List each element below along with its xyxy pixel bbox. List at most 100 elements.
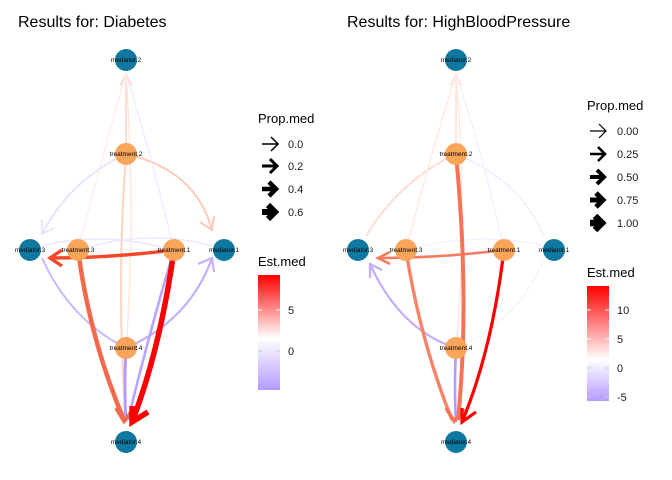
node-treatment-3[interactable]: treatment.3 — [62, 239, 95, 261]
arrow-icon — [590, 123, 607, 139]
edges — [41, 71, 216, 427]
node-treatment-2[interactable]: treatment.2 — [110, 143, 143, 165]
legend-title: Est.med — [258, 254, 306, 269]
edge-treatment-3-to-mediator-1 — [405, 238, 545, 251]
edge-arrowhead — [460, 408, 477, 426]
node-mediator-3[interactable]: mediator.3 — [15, 239, 46, 261]
panel-title: Results for: Diabetes — [18, 14, 167, 31]
edge-arrowhead — [46, 248, 63, 268]
edge-treatment-2-to-mediator-3 — [41, 153, 127, 235]
edge-arrowhead — [368, 262, 383, 278]
colorbar-label: 10 — [617, 305, 629, 317]
node-treatment-1[interactable]: treatment.1 — [158, 239, 191, 261]
node-label: treatment.1 — [158, 247, 191, 254]
edge-treatment-3-to-mediator-1 — [77, 237, 213, 251]
arrow-icon — [262, 136, 280, 152]
edge-arrowhead — [129, 406, 150, 427]
node-label: mediator.1 — [539, 247, 570, 254]
legend-label: 0.25 — [617, 149, 638, 161]
legend-key: 0.00 — [590, 123, 638, 139]
nodes: mediator.2 treatment.2 mediator.3 treatm… — [15, 49, 240, 453]
edge-arrowhead — [41, 220, 55, 236]
colorbar-label: 0 — [617, 363, 623, 375]
node-mediator-2[interactable]: mediator.2 — [441, 49, 472, 71]
node-mediator-1[interactable]: mediator.1 — [209, 239, 240, 261]
legend-key: 1.00 — [590, 213, 638, 233]
edge-treatment-4-to-mediator-1 — [455, 257, 545, 349]
legend-key: 0.50 — [590, 168, 638, 186]
node-label: mediator.2 — [441, 57, 472, 64]
colorbar-label: 5 — [617, 334, 623, 346]
legend-label: 0.2 — [288, 161, 303, 173]
node-label: mediator.3 — [343, 247, 374, 254]
colorbar-label: -5 — [617, 392, 627, 404]
legend-key: 0.4 — [262, 180, 303, 198]
panel-diabetes: Results for: Diabetes — [15, 14, 314, 453]
arrow-icon — [262, 157, 280, 175]
node-mediator-4[interactable]: mediator.4 — [441, 431, 472, 453]
arrow-icon — [262, 202, 280, 222]
node-label: treatment.4 — [440, 345, 473, 352]
node-treatment-2[interactable]: treatment.2 — [440, 143, 473, 165]
edge-treatment-4-to-mediator-3 — [368, 263, 457, 350]
colorbar — [587, 286, 609, 401]
arrow-icon — [590, 191, 607, 209]
legend-title: Prop.med — [587, 98, 643, 113]
arrow-icon — [590, 213, 607, 233]
node-treatment-4[interactable]: treatment.4 — [440, 337, 473, 359]
edge-treatment-4-to-mediator-4 — [123, 347, 128, 423]
legend-label: 1.00 — [617, 218, 638, 230]
node-label: treatment.2 — [110, 151, 143, 158]
panel-title: Results for: HighBloodPressure — [347, 14, 570, 31]
node-treatment-3[interactable]: treatment.3 — [390, 239, 423, 261]
legend-key: 0.75 — [590, 191, 638, 209]
node-label: treatment.3 — [62, 247, 95, 254]
edge-treatment-3-to-mediator-2 — [405, 73, 457, 251]
arrow-icon — [590, 146, 607, 162]
panel-high-blood-pressure: Results for: HighBloodPressure — [343, 14, 643, 453]
node-label: mediator.3 — [15, 247, 46, 254]
legend-key: 0.0 — [262, 136, 303, 152]
edge-treatment-2-to-mediator-1 — [455, 153, 545, 237]
node-treatment-1[interactable]: treatment.1 — [488, 239, 521, 261]
edge-treatment-4-to-mediator-3 — [41, 257, 127, 349]
legend-title: Prop.med — [258, 111, 314, 126]
legend-label: 0.00 — [617, 126, 638, 138]
legend-label: 0.6 — [288, 207, 303, 219]
node-label: treatment.4 — [110, 345, 143, 352]
node-label: treatment.3 — [390, 247, 423, 254]
edge-treatment-3-to-mediator-4 — [404, 249, 454, 421]
legend-label: 0.0 — [288, 139, 303, 151]
legend-est-med: Est.med 10 5 0 -5 — [587, 265, 635, 404]
edges — [365, 72, 545, 426]
edge-treatment-4-to-mediator-2 — [125, 73, 132, 349]
colorbar-label: 5 — [288, 305, 294, 317]
edge-treatment-1-to-mediator-3 — [379, 248, 505, 260]
node-mediator-3[interactable]: mediator.3 — [343, 239, 374, 261]
legend-key: 0.2 — [262, 157, 303, 175]
edge-treatment-1-to-mediator-3 — [41, 238, 175, 251]
edge-treatment-2-to-mediator-1 — [125, 153, 213, 231]
node-label: mediator.1 — [209, 247, 240, 254]
edge-treatment-3-to-mediator-4 — [75, 249, 127, 421]
node-mediator-4[interactable]: mediator.4 — [111, 431, 142, 453]
legend-est-med: Est.med 5 0 — [258, 254, 306, 390]
edge-treatment-1-to-mediator-4-alt — [126, 249, 176, 421]
edge-treatment-1-to-mediator-4 — [460, 249, 506, 423]
node-mediator-2[interactable]: mediator.2 — [111, 49, 142, 71]
node-treatment-4[interactable]: treatment.4 — [110, 337, 143, 359]
arrow-icon — [262, 180, 280, 198]
edge-treatment-1-to-mediator-2 — [455, 73, 505, 251]
edge-treatment-3-to-mediator-2 — [77, 73, 127, 251]
edge-treatment-1-to-mediator-2 — [125, 73, 175, 251]
edge-treatment-4-to-mediator-4 — [453, 347, 458, 423]
node-label: treatment.1 — [488, 247, 521, 254]
edge-arrowhead — [197, 256, 216, 273]
node-label: treatment.2 — [440, 151, 473, 158]
legend-prop-med: Prop.med 0.0 0.2 0.4 0.6 — [258, 111, 314, 222]
edge-treatment-4-to-mediator-1 — [125, 257, 214, 350]
colorbar — [258, 275, 280, 390]
node-mediator-1[interactable]: mediator.1 — [539, 239, 570, 261]
edge-treatment-2-to-mediator-3 — [365, 153, 457, 237]
